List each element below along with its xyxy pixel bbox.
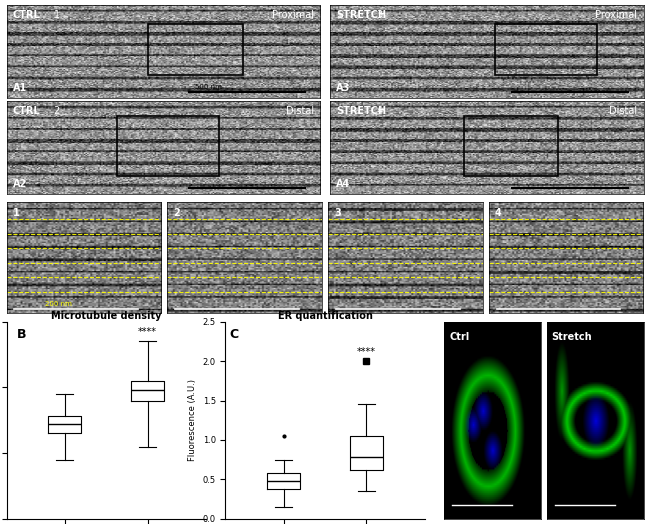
Text: 3: 3	[377, 10, 383, 20]
Text: 500 nm: 500 nm	[195, 84, 222, 90]
Text: CTRL: CTRL	[13, 10, 40, 20]
Text: A2: A2	[13, 179, 27, 189]
Text: 1: 1	[13, 208, 20, 217]
Bar	[495, 24, 597, 75]
Text: B: B	[16, 328, 26, 341]
Text: 200 nm: 200 nm	[45, 301, 72, 307]
Y-axis label: Fluorescence (A.U.): Fluorescence (A.U.)	[188, 379, 197, 461]
Text: ****: ****	[357, 347, 376, 357]
Text: Distal: Distal	[286, 106, 314, 116]
Text: STRETCH: STRETCH	[336, 10, 386, 20]
Bar	[148, 24, 242, 75]
Text: ****: ****	[138, 328, 157, 337]
Text: Proximal: Proximal	[595, 10, 637, 20]
Title: Microtubule density: Microtubule density	[51, 311, 161, 321]
Text: 4: 4	[377, 106, 383, 116]
Text: A4: A4	[336, 179, 350, 189]
Text: 4: 4	[495, 208, 502, 217]
Bar	[464, 116, 558, 176]
Text: Proximal: Proximal	[272, 10, 314, 20]
Text: Distal: Distal	[609, 106, 637, 116]
Text: C: C	[229, 328, 239, 341]
Text: Ctrl: Ctrl	[449, 332, 469, 342]
Text: STRETCH: STRETCH	[336, 106, 386, 116]
Text: CTRL: CTRL	[13, 106, 40, 116]
Text: 3: 3	[334, 208, 341, 217]
Text: 1: 1	[53, 10, 60, 20]
Text: A1: A1	[13, 83, 27, 93]
Text: 2: 2	[53, 106, 60, 116]
Text: Stretch: Stretch	[552, 332, 592, 342]
Title: ER quantification: ER quantification	[278, 311, 372, 321]
Text: 2: 2	[174, 208, 180, 217]
Text: A3: A3	[336, 83, 350, 93]
Bar	[117, 116, 219, 176]
